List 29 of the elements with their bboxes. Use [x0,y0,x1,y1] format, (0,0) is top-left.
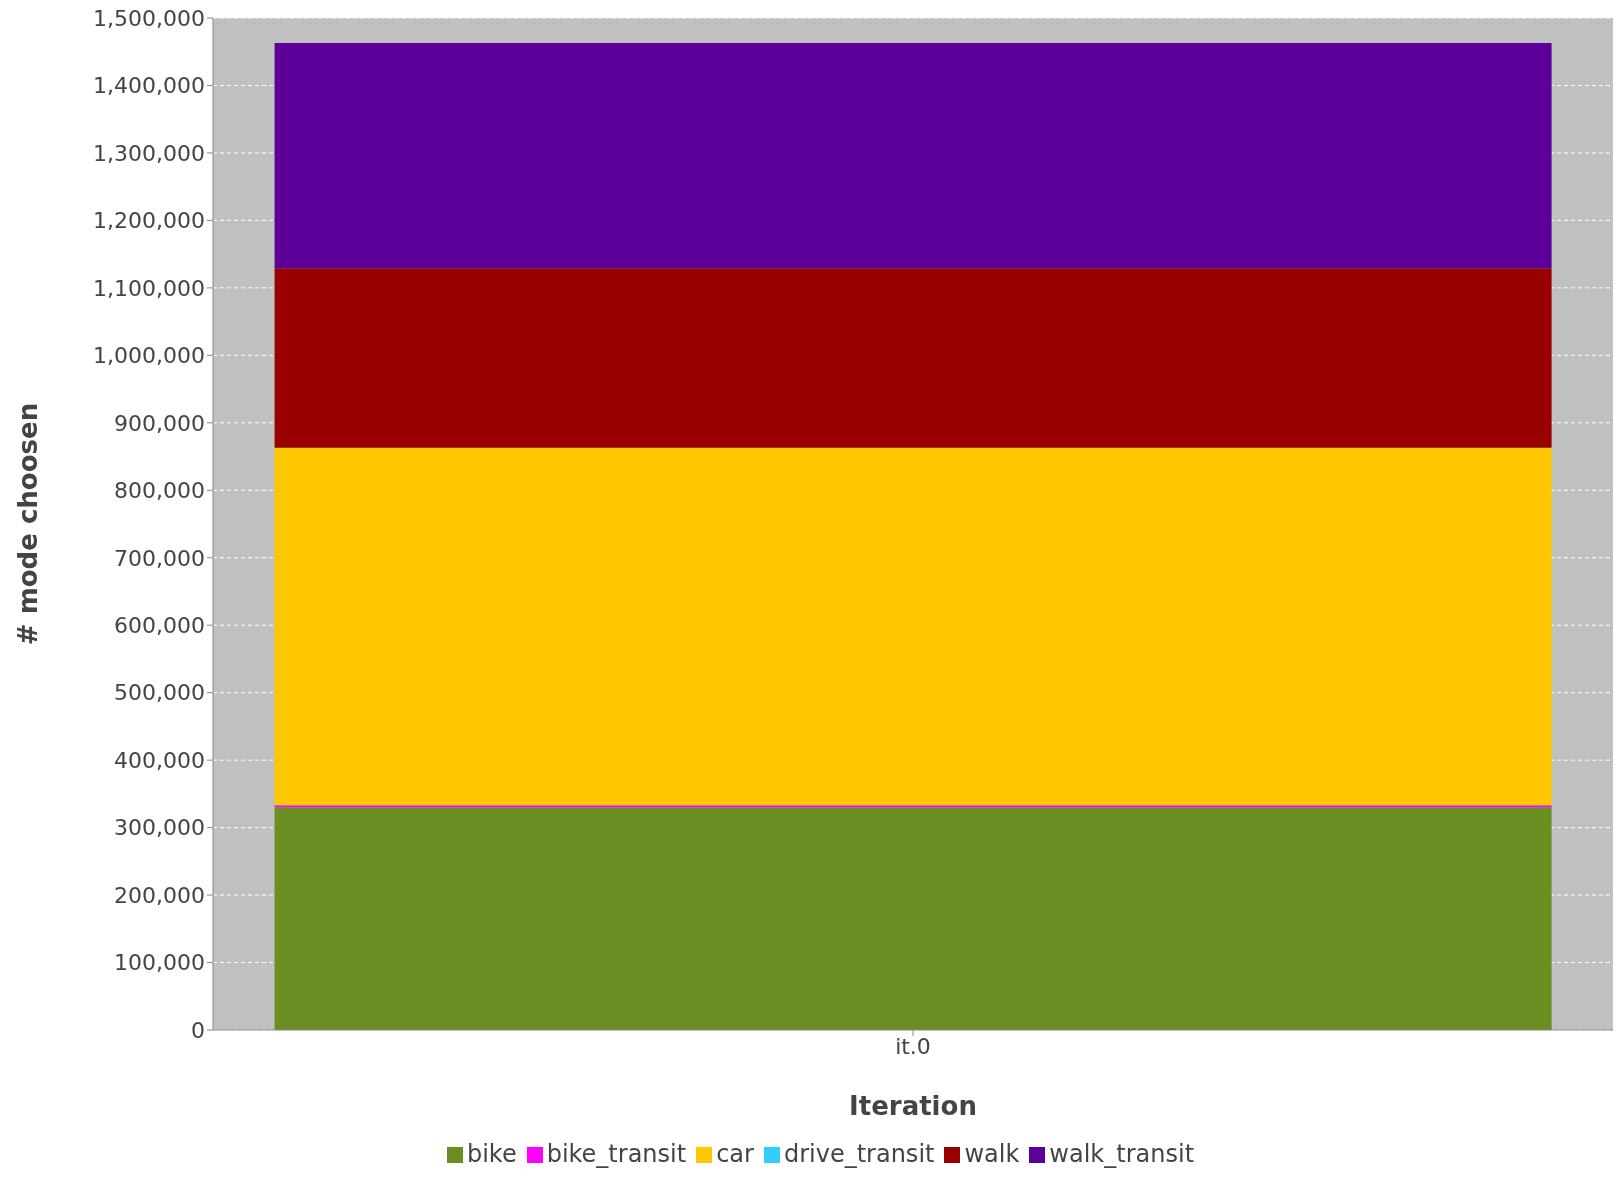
legend-label: bike_transit [546,1140,687,1168]
y-tick-label: 1,200,000 [93,208,205,234]
y-tick-label: 1,100,000 [93,275,205,301]
y-tick-label: 1,500,000 [93,5,205,31]
y-tick-label: 900,000 [114,410,205,436]
bar [274,268,1552,448]
legend-label: walk [964,1140,1020,1168]
y-tick-label: 0 [191,1017,205,1043]
bar [274,805,1552,808]
y-tick-label: 500,000 [114,680,205,706]
legend-label: walk_transit [1049,1140,1195,1168]
y-tick-label: 1,300,000 [93,140,205,166]
y-tick-label: 300,000 [114,815,205,841]
y-tick-label: 800,000 [114,478,205,504]
y-tick-label: 200,000 [114,882,205,908]
bar [274,807,1552,1030]
y-tick-label: 1,000,000 [93,343,205,369]
legend-label: bike [466,1140,517,1168]
y-axis-title: # mode choosen [13,402,44,646]
y-tick-label: 400,000 [114,747,205,773]
legend-label: drive_transit [783,1140,935,1168]
y-tick-label: 600,000 [114,613,205,639]
bar [274,42,1552,269]
x-axis-title: Iteration [849,1091,977,1121]
x-tick-label: it.0 [895,1033,931,1059]
y-tick-label: 700,000 [114,545,205,571]
legend-label: car [716,1140,754,1168]
y-tick-label: 1,400,000 [93,73,205,99]
y-tick-label: 100,000 [114,950,205,976]
